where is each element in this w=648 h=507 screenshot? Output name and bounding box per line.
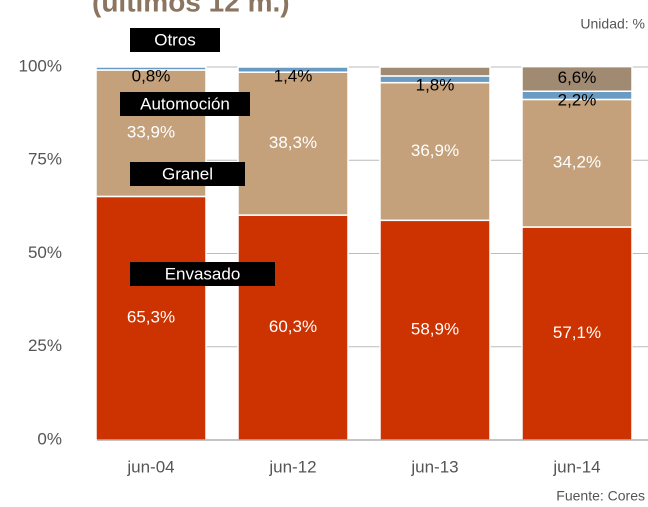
legend-label: Envasado [165,264,241,283]
x-tick-label: jun-04 [126,457,174,476]
legend-label: Granel [162,164,213,183]
bar-segment [95,66,207,71]
data-label: 65,3% [127,308,175,327]
legend-box [120,92,250,116]
legend-box [130,162,245,186]
data-label: 38,3% [269,133,317,152]
y-tick-label: 100% [19,56,62,75]
bar-segment [237,214,349,441]
legend-label: Otros [154,30,196,49]
data-label: 57,1% [553,323,601,342]
data-label: 60,3% [269,317,317,336]
legend-box [130,28,220,52]
data-label: 0,8% [132,66,171,85]
data-label: 1,4% [274,66,313,85]
chart-title: (últimos 12 m.) [92,0,290,17]
data-label: 2,2% [558,91,597,110]
bar-segment [521,98,633,228]
data-label: 33,9% [127,123,175,142]
x-tick-label: jun-14 [552,457,600,476]
data-label: 1,8% [416,75,455,94]
data-label: 36,9% [411,141,459,160]
bar-segment [521,65,633,92]
y-tick-label: 0% [37,429,62,448]
data-label: 58,9% [411,320,459,339]
bar-segment [237,66,349,73]
bar-segment [379,66,491,77]
legend-box [130,262,275,286]
data-label: 34,2% [553,153,601,172]
bar-segment [379,81,491,222]
y-tick-label: 25% [28,336,62,355]
unit-label: Unidad: % [580,16,645,32]
data-label: 6,6% [558,68,597,87]
y-tick-label: 50% [28,243,62,262]
y-tick-label: 75% [28,150,62,169]
x-tick-label: jun-13 [410,457,458,476]
legend-label: Automoción [140,94,230,113]
x-tick-label: jun-12 [268,457,316,476]
source-label: Fuente: Cores [556,488,645,504]
bar-segment [521,226,633,441]
